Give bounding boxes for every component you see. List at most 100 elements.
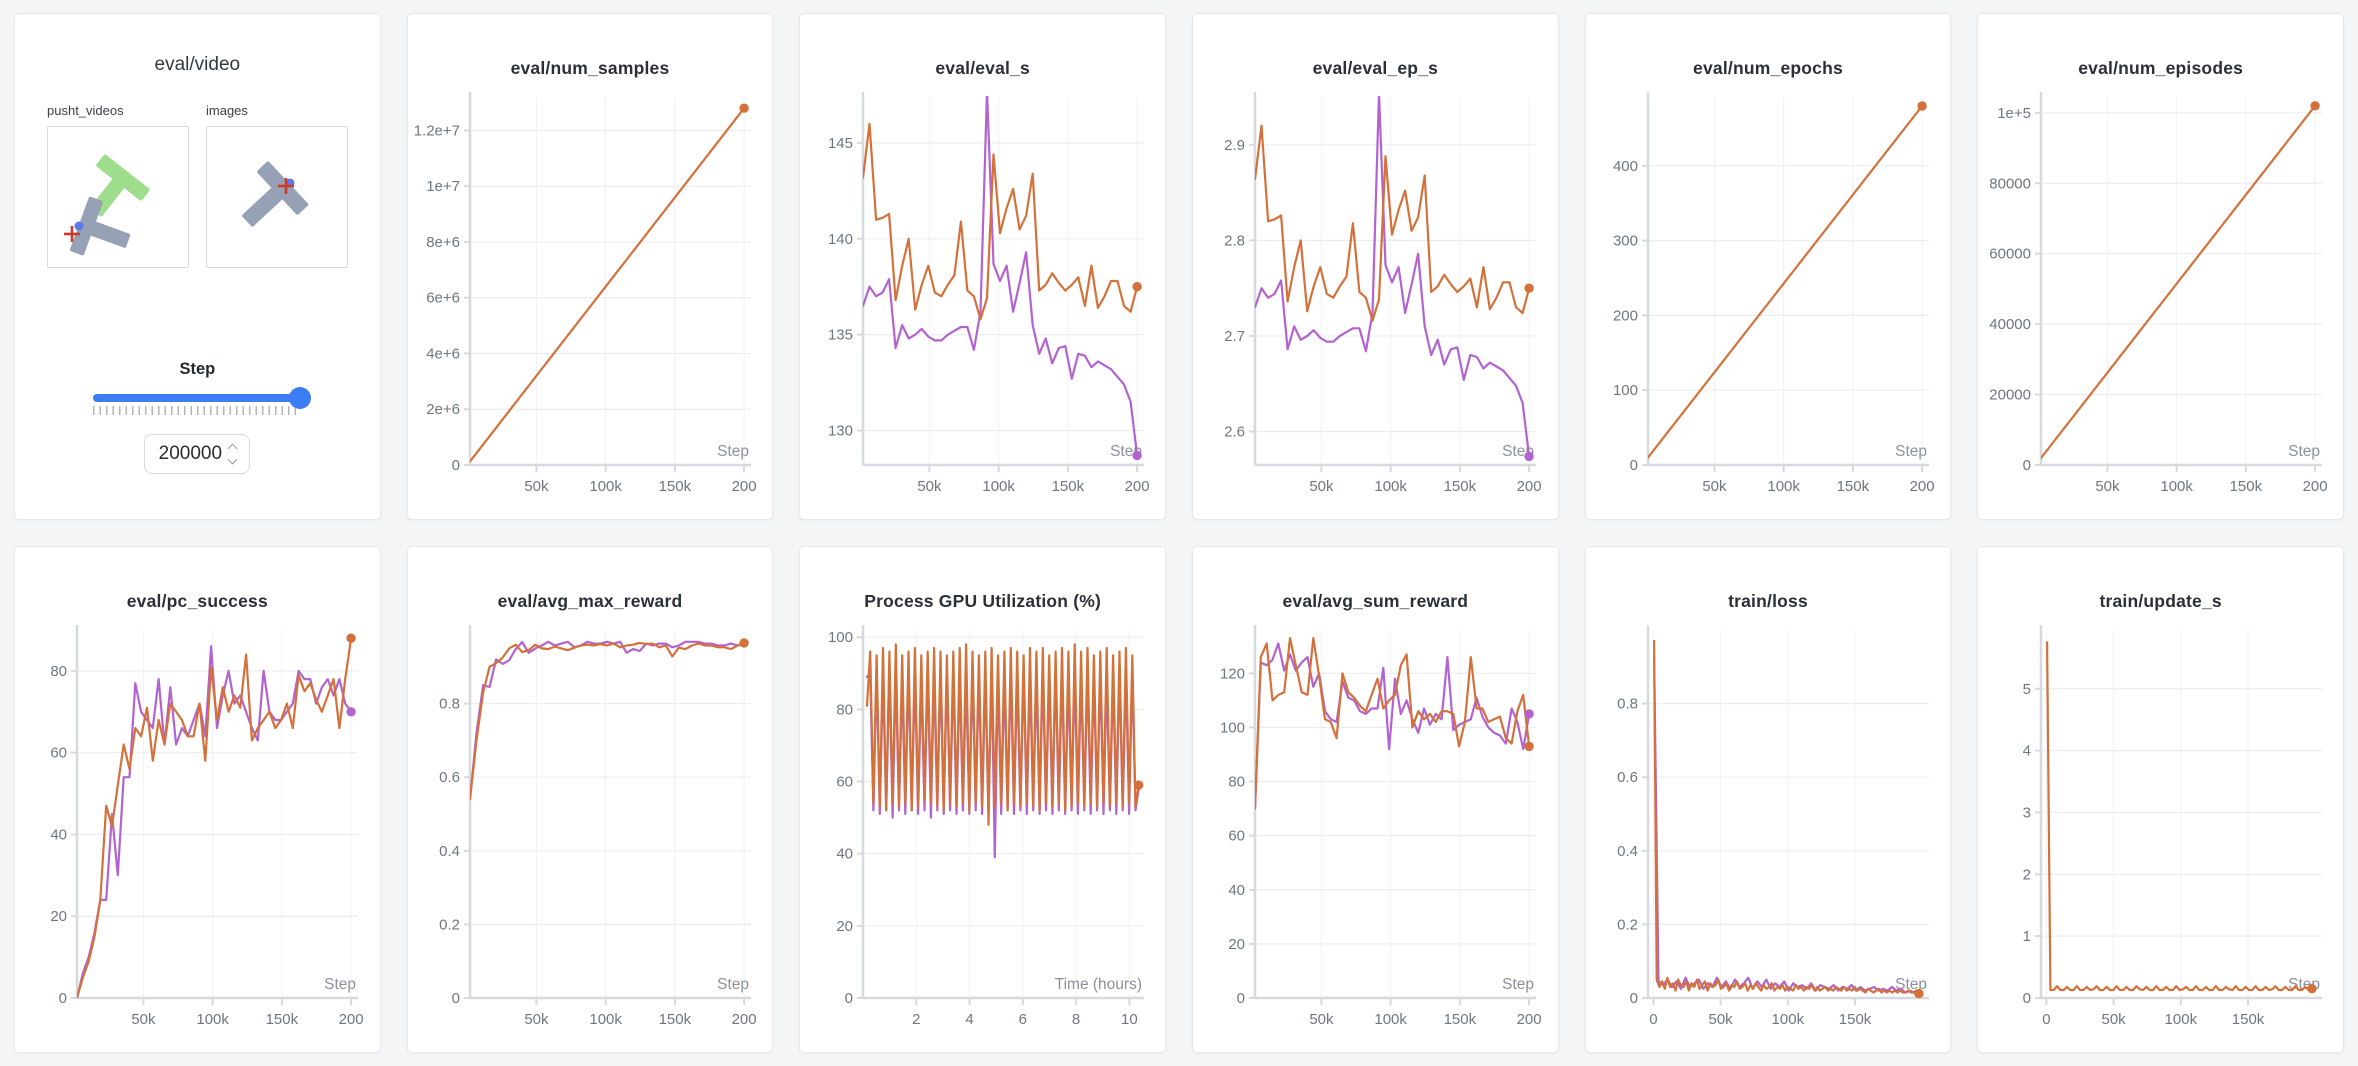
svg-text:8: 8 [1072,1011,1080,1028]
chart-title: eval/num_samples [510,58,670,78]
step-slider-track[interactable] [93,387,312,409]
svg-text:5: 5 [2022,681,2030,698]
panel-eval-pc-success: eval/pc_success 50k 100k 150k 200 0 20 40 60 80 S… [14,546,381,1053]
chart-title: Process GPU Utilization (%) [864,591,1102,611]
svg-text:4e+6: 4e+6 [426,345,460,362]
svg-text:140: 140 [828,231,853,248]
svg-text:80: 80 [1229,774,1246,791]
chart-title: train/loss [1728,591,1808,611]
svg-text:150k: 150k [1444,1011,1477,1028]
chart-plot[interactable]: 50k 100k 150k 200 0 20 40 60 80 100 120 Step [1199,620,1551,1040]
svg-text:3: 3 [2022,804,2030,821]
svg-text:100: 100 [1220,719,1245,736]
svg-text:150k: 150k [1837,478,1870,495]
panel-eval-num-samples: eval/num_samples 50k 100k 150k 200 0 2e+6 4e+6… [406,13,774,520]
svg-text:40000: 40000 [1989,316,2031,333]
svg-text:0: 0 [452,457,460,474]
svg-text:150k: 150k [1839,1011,1872,1028]
svg-text:80: 80 [51,663,68,680]
media-thumbnail-images[interactable] [206,126,348,268]
svg-text:50k: 50k [1310,478,1335,495]
svg-text:40: 40 [1229,882,1246,899]
step-slider[interactable] [93,387,312,415]
svg-text:2.8: 2.8 [1224,232,1245,249]
svg-text:150k: 150k [266,1011,299,1028]
svg-text:0.6: 0.6 [439,769,460,786]
svg-text:200: 200 [1910,478,1935,495]
svg-text:6e+6: 6e+6 [426,290,460,307]
chart-plot[interactable]: 50k 100k 150k 200 0 100 200 300 400 Step [1592,87,1944,507]
gray-t-shape [69,196,131,256]
images-frame [242,161,309,227]
step-control: Step 200000 [15,360,380,474]
svg-text:20: 20 [51,908,68,925]
svg-text:40: 40 [836,846,853,863]
svg-text:2e+6: 2e+6 [426,401,460,418]
svg-text:100: 100 [828,629,853,646]
svg-text:135: 135 [828,327,853,344]
step-input-spinner[interactable] [227,443,238,465]
svg-text:0: 0 [1630,457,1638,474]
chart-plot[interactable]: 50k 100k 150k 200 0 20000 40000 60000 80000 1e+5 S… [1985,87,2337,507]
panel-eval-avg-sum-reward: eval/avg_sum_reward 50k 100k 150k 200 0 20 40 6… [1191,546,1559,1053]
svg-text:0: 0 [2042,1011,2050,1028]
panel-gpu-utilization: Process GPU Utilization (%) 2 4 6 8 10 0 20 40 6… [799,546,1166,1053]
svg-text:130: 130 [828,423,853,440]
svg-text:200: 200 [1613,307,1638,324]
chart-plot[interactable]: 50k 100k 150k 200 0 20 40 60 80 Step [21,620,373,1040]
svg-text:200: 200 [1517,478,1542,495]
svg-text:200: 200 [1124,478,1149,495]
panel-eval-video: eval/video pusht_videos [14,13,381,520]
chart-plot[interactable]: 50k 100k 150k 200 0 0.2 0.4 0.6 0.8 Step [414,620,766,1040]
svg-text:100k: 100k [589,478,622,495]
svg-text:100k: 100k [2164,1011,2197,1028]
media-item-images: images [206,103,348,268]
chart-plot[interactable]: 50k 100k 150k 200 0 2e+6 4e+6 6e+6 8e+6 1e+7 1.2e+… [414,87,766,507]
svg-text:50k: 50k [132,1011,157,1028]
chart-title: eval/avg_sum_reward [1282,591,1469,611]
svg-text:50k: 50k [2095,478,2120,495]
svg-text:6: 6 [1018,1011,1026,1028]
svg-text:Step: Step [2288,443,2320,460]
svg-text:0: 0 [2022,990,2030,1007]
svg-text:60000: 60000 [1989,246,2031,263]
svg-text:100k: 100k [1375,1011,1408,1028]
spinner-up-icon[interactable] [227,443,238,454]
svg-text:80: 80 [836,701,853,718]
media-item-pusht-videos: pusht_videos [47,103,189,268]
svg-text:4: 4 [2022,743,2030,760]
svg-text:50k: 50k [1702,478,1727,495]
step-slider-label: Step [179,360,216,378]
spinner-down-icon[interactable] [227,454,238,465]
svg-text:10: 10 [1121,1011,1138,1028]
svg-text:20000: 20000 [1989,387,2031,404]
panel-eval-avg-max-reward: eval/avg_max_reward 50k 100k 150k 200 0 0.2 0.… [406,546,774,1053]
svg-text:50k: 50k [524,478,549,495]
media-thumbnail-pusht-videos[interactable] [47,126,189,268]
goal-cross [64,226,80,242]
svg-text:0.2: 0.2 [1617,916,1638,933]
svg-text:150k: 150k [659,1011,692,1028]
svg-text:Time (hours): Time (hours) [1054,976,1141,993]
step-slider-ruler [93,406,302,415]
svg-text:200: 200 [339,1011,364,1028]
step-slider-thumb[interactable] [289,387,312,409]
chart-title: eval/eval_s [935,58,1030,78]
svg-text:Step: Step [717,976,749,993]
svg-text:1e+7: 1e+7 [426,178,460,195]
svg-text:2.7: 2.7 [1224,328,1245,345]
panel-eval-num-episodes: eval/num_episodes 50k 100k 150k 200 0 20000 40… [1977,13,2344,520]
chart-title: train/update_s [2099,591,2222,611]
step-input[interactable]: 200000 [144,434,251,474]
svg-text:150k: 150k [659,478,692,495]
chart-plot[interactable]: 0 50k 100k 150k 0 0.2 0.4 0.6 0.8 Step [1592,620,1944,1040]
svg-text:60: 60 [51,745,68,762]
panel-train-update-s: train/update_s 0 50k 100k 150k 0 1 2 3 4 5 Step [1977,546,2344,1053]
svg-text:50k: 50k [524,1011,549,1028]
media-row: pusht_videos [15,103,348,268]
